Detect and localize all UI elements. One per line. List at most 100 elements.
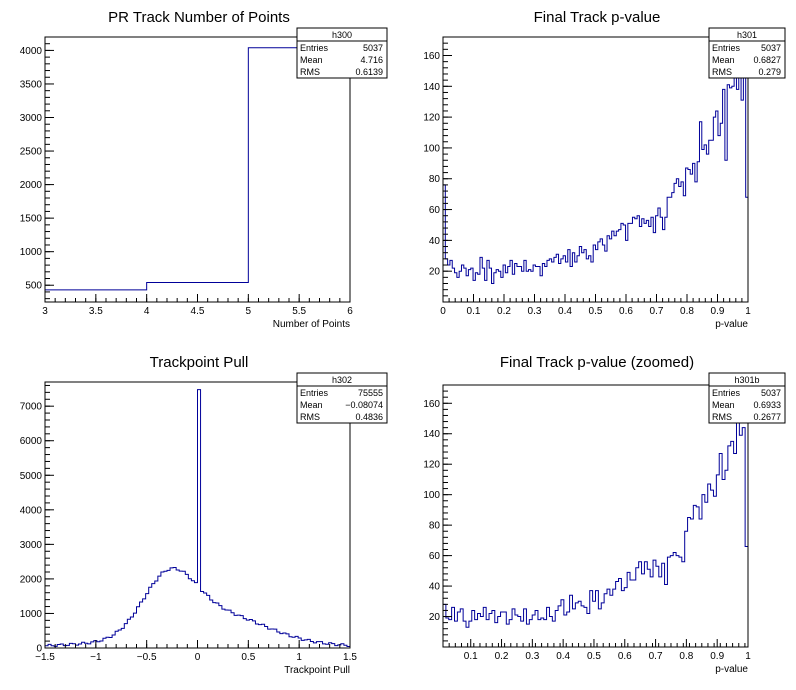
y-tick-label: 120 [423, 460, 440, 471]
chart-pvalue: Final Track p-value 0 0.1 0.2 0.3 0.4 0.5 0.6 0.… [423, 9, 786, 330]
y-tick-label: 1000 [20, 247, 43, 258]
x-tick-label: 1.5 [343, 652, 357, 663]
chart-panel-trackpoint-pull: Trackpoint Pull −1.5 −1 −0.5 0 0.5 1 1.5 0 1000 20… [0, 345, 398, 690]
x-tick-label: 5.5 [292, 306, 306, 317]
x-tick-label: 0 [195, 652, 201, 663]
chart-panel-pvalue: Final Track p-value 0 0.1 0.2 0.3 0.4 0.5 0.6 0.… [398, 0, 796, 345]
stats-key: Mean [300, 400, 323, 410]
chart-title: PR Track Number of Points [108, 9, 290, 26]
y-tick-label: 100 [423, 143, 440, 154]
stats-value: 5037 [761, 388, 781, 398]
y-tick-label: 60 [429, 205, 441, 216]
x-tick-label: 0.1 [464, 651, 478, 662]
stats-key: Mean [712, 400, 735, 410]
chart-trackpoint-pull: Trackpoint Pull −1.5 −1 −0.5 0 0.5 1 1.5 0 1000 20… [20, 354, 388, 676]
x-tick-label: 0.9 [710, 651, 724, 662]
x-axis-label: p-value [715, 319, 748, 330]
x-tick-label: 0.9 [711, 306, 725, 317]
stats-box [708, 372, 786, 424]
stats-key: Entries [712, 43, 741, 53]
stats-value: 5037 [363, 43, 383, 53]
x-tick-label: 0.7 [649, 651, 663, 662]
y-tick-label: 3000 [20, 113, 43, 124]
x-axis-label: p-value [715, 664, 748, 675]
histogram-series [44, 47, 351, 302]
x-tick-label: 0.8 [679, 651, 693, 662]
x-tick-label: 0.5 [589, 306, 603, 317]
x-tick-label: 0.5 [587, 651, 601, 662]
chart-title: Final Track p-value [534, 9, 661, 26]
x-tick-label: −1.5 [35, 652, 55, 663]
stats-box [296, 372, 388, 424]
x-tick-label: 0.4 [558, 306, 572, 317]
stats-value: 0.6139 [355, 67, 383, 77]
x-tick-label: 0.1 [467, 306, 481, 317]
x-tick-label: 1 [745, 306, 751, 317]
x-tick-label: 0.6 [618, 651, 632, 662]
y-tick-label: 160 [423, 51, 440, 62]
x-tick-label: 6 [347, 306, 353, 317]
stats-key: RMS [300, 67, 320, 77]
y-tick-label: 140 [423, 82, 440, 93]
stats-value: 0.4836 [355, 412, 383, 422]
chart-panel-pvalue-zoomed: Final Track p-value (zoomed) 0.1 0.2 0.3 0.4… [398, 345, 796, 690]
x-tick-label: 4 [144, 306, 150, 317]
stats-value: 0.2677 [753, 412, 781, 422]
chart-panel-number-of-points: PR Track Number of Points 3 3.5 4 4.5 5 5.5 6 50… [0, 0, 398, 345]
stats-value: 75555 [358, 388, 383, 398]
x-tick-label: 5 [246, 306, 252, 317]
x-tick-label: 0.2 [495, 651, 509, 662]
stats-name: h301 [737, 30, 757, 40]
x-tick-label: −0.5 [137, 652, 157, 663]
y-tick-label: 2000 [20, 574, 43, 585]
y-tick-label: 20 [429, 267, 441, 278]
x-tick-label: 0.6 [619, 306, 633, 317]
y-tick-label: 40 [429, 236, 441, 247]
y-tick-label: 1000 [20, 609, 43, 620]
y-tick-label: 500 [25, 281, 42, 292]
stats-value: 0.6933 [753, 400, 781, 410]
y-tick-label: 5000 [20, 471, 43, 482]
y-tick-label: 4000 [20, 505, 43, 516]
stats-key: RMS [712, 412, 732, 422]
y-tick-label: 120 [423, 113, 440, 124]
stats-name: h300 [332, 30, 352, 40]
y-tick-label: 140 [423, 429, 440, 440]
plot-frame [442, 384, 749, 648]
y-tick-label: 100 [423, 490, 440, 501]
histogram-series [44, 389, 351, 648]
x-axis-label: Number of Points [273, 319, 350, 330]
x-tick-label: 0.3 [525, 651, 539, 662]
stats-key: Entries [300, 43, 329, 53]
x-tick-label: 0.5 [241, 652, 255, 663]
stats-box [296, 27, 388, 79]
x-tick-label: 1 [296, 652, 302, 663]
y-tick-label: 60 [429, 551, 441, 562]
y-tick-label: 80 [429, 174, 441, 185]
x-tick-label: 0 [440, 306, 446, 317]
y-tick-label: 7000 [20, 402, 43, 413]
y-tick-label: 0 [36, 644, 42, 655]
stats-key: Entries [712, 388, 741, 398]
y-tick-label: 160 [423, 399, 440, 410]
y-tick-label: 6000 [20, 436, 43, 447]
stats-key: Mean [300, 55, 323, 65]
stats-value: 0.6827 [753, 55, 781, 65]
stats-value: 5037 [761, 43, 781, 53]
x-tick-label: 3 [42, 306, 48, 317]
chart-number-of-points: PR Track Number of Points 3 3.5 4 4.5 5 5.5 6 50… [20, 9, 388, 330]
stats-key: RMS [300, 412, 320, 422]
histogram-series [442, 421, 749, 647]
x-tick-label: 0.3 [528, 306, 542, 317]
y-tick-label: 2500 [20, 147, 43, 158]
x-tick-label: −1 [90, 652, 102, 663]
stats-value: −0.08074 [345, 400, 383, 410]
x-tick-label: 4.5 [191, 306, 205, 317]
y-tick-label: 80 [429, 521, 441, 532]
y-tick-label: 4000 [20, 46, 43, 57]
chart-title: Final Track p-value (zoomed) [500, 354, 694, 371]
stats-box [708, 27, 786, 79]
y-tick-label: 40 [429, 582, 441, 593]
stats-value: 4.716 [360, 55, 383, 65]
x-tick-label: 0.7 [650, 306, 664, 317]
